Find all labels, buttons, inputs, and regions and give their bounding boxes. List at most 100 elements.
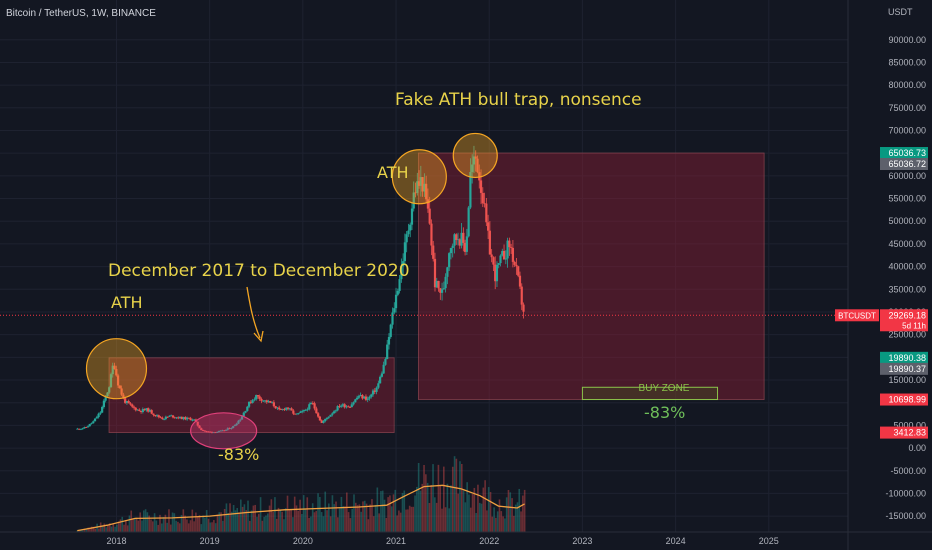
price-tick-label: -15000.00: [885, 511, 926, 521]
volume-bar: [320, 512, 323, 532]
volume-bar: [141, 520, 143, 532]
volume-bar: [362, 501, 364, 532]
candle-body: [379, 376, 382, 384]
candle-body: [143, 409, 146, 411]
volume-bar: [333, 504, 336, 532]
candle-body: [495, 264, 499, 282]
candle-body: [423, 183, 426, 192]
volume-bar: [489, 491, 492, 532]
volume-bar: [96, 523, 98, 532]
volume-bar: [159, 514, 161, 532]
volume-bar: [259, 497, 262, 532]
volume-bar: [121, 516, 124, 532]
ath-highlight-circle: [391, 149, 447, 205]
volume-bar: [504, 518, 506, 532]
price-tag-bg: [880, 147, 928, 160]
candle-body: [393, 308, 396, 313]
volume-bar: [225, 503, 228, 532]
candle-body: [425, 183, 428, 200]
volume-bar: [243, 504, 246, 532]
volume-bar: [469, 507, 472, 532]
volume-bar: [471, 493, 474, 532]
volume-bar: [310, 516, 312, 532]
price-tag-bg: [880, 362, 928, 375]
volume-bar: [340, 496, 343, 532]
price-tag-text: 19890.38: [888, 353, 926, 363]
volume-bar: [108, 523, 111, 532]
candle-body: [120, 388, 123, 395]
candle-body: [106, 392, 109, 397]
volume-bar: [83, 528, 86, 532]
candle-body: [262, 400, 265, 402]
volume-bar: [98, 528, 100, 532]
candle-body: [325, 417, 329, 419]
volume-bar: [87, 527, 89, 532]
volume-bar: [376, 487, 379, 532]
volume-bar: [342, 506, 345, 532]
candle-body: [324, 418, 327, 422]
candle-body: [81, 428, 84, 430]
candle-body: [428, 208, 431, 224]
volume-bar: [434, 497, 436, 532]
candle-body: [78, 428, 81, 430]
candle-body: [481, 192, 484, 204]
candle-body: [355, 397, 359, 400]
arrow-head-icon: [253, 330, 264, 343]
volume-bar: [196, 516, 199, 532]
price-tick-label: 40000.00: [888, 262, 926, 272]
candle-body: [267, 401, 270, 403]
candle-body: [345, 406, 348, 408]
buy-zone: [581, 386, 719, 401]
volume-bar: [335, 501, 337, 532]
volume-bar: [337, 517, 339, 532]
candle-body: [297, 412, 300, 414]
volume-bar: [403, 490, 406, 532]
volume-bar: [387, 497, 389, 532]
candle-body: [201, 430, 205, 431]
symbol-tag-text: BTCUSDT: [838, 311, 876, 320]
volume-bar: [322, 516, 325, 532]
candle-body: [463, 242, 467, 252]
volume-bar: [216, 514, 219, 532]
price-tick-label: 80000.00: [888, 80, 926, 90]
candle-body: [217, 430, 221, 432]
candle-body: [109, 374, 113, 388]
volume-bar: [516, 502, 519, 532]
candle-body: [265, 400, 268, 403]
volume-bar: [90, 526, 93, 532]
volume-bar: [453, 456, 456, 532]
candle-body: [216, 431, 219, 433]
price-tick-label: 5000.00: [893, 420, 926, 430]
volume-bar: [509, 492, 512, 532]
candle-body: [136, 409, 139, 411]
candle-body: [340, 405, 343, 407]
candle-body: [278, 407, 281, 410]
volume-bar: [482, 487, 485, 532]
volume-bar: [135, 517, 138, 532]
volume-bar: [202, 515, 204, 532]
volume-bar: [78, 530, 80, 532]
volume-bar: [148, 515, 150, 532]
volume-bar: [484, 480, 486, 532]
candle-body: [522, 304, 525, 312]
candle-body: [313, 403, 316, 409]
candle-body: [483, 203, 486, 205]
volume-bar: [473, 487, 476, 532]
volume-bar: [369, 504, 371, 532]
volume-bar: [177, 521, 179, 532]
candle-body: [102, 400, 106, 408]
volume-bar: [270, 499, 273, 532]
candle-body: [108, 387, 111, 393]
candle-body: [504, 258, 507, 260]
volume-bar: [399, 512, 402, 532]
price-tag-text: 3412.83: [893, 428, 926, 438]
candle-body: [131, 404, 134, 407]
volume-bar: [417, 463, 420, 532]
candle-body: [255, 395, 258, 400]
candle-body: [115, 369, 118, 376]
volume-bar: [398, 510, 400, 532]
candle-body: [125, 401, 129, 403]
volume-bar: [396, 515, 398, 532]
volume-bar: [351, 508, 353, 532]
